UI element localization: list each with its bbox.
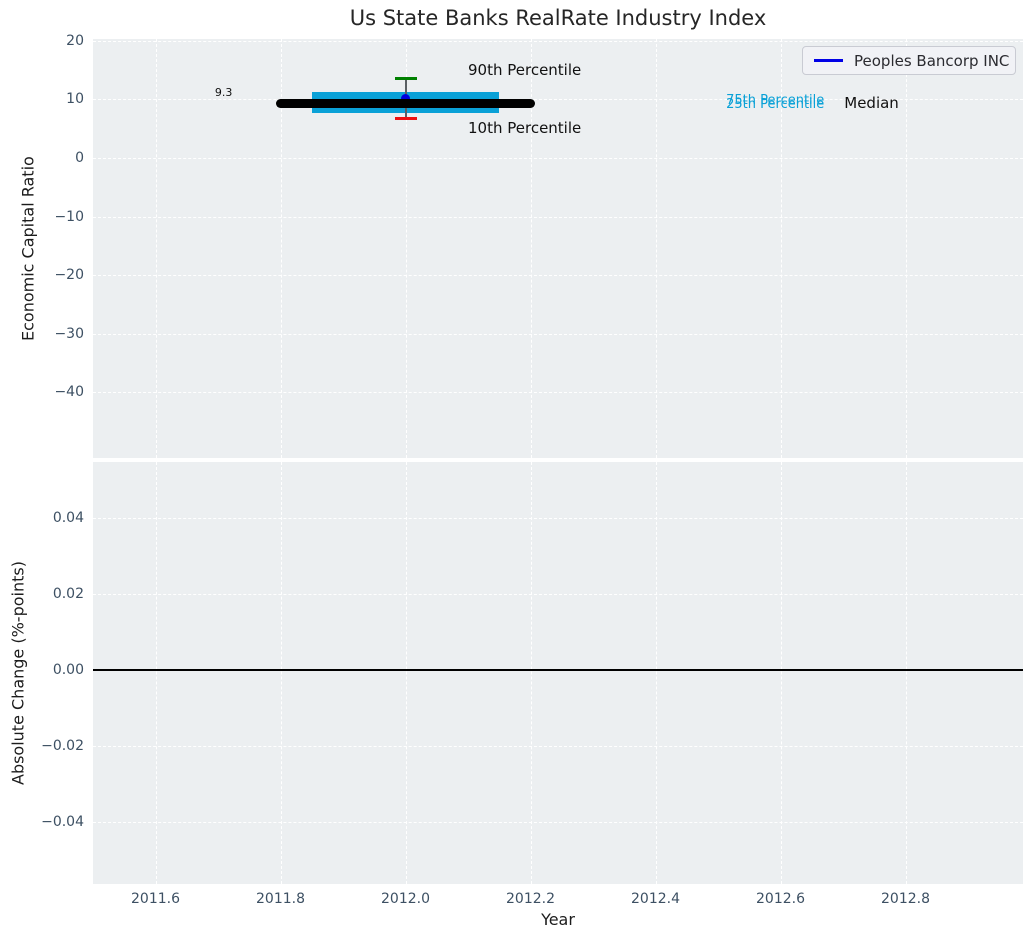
company-point: [401, 93, 410, 103]
zero-line: [93, 668, 1023, 671]
label-10th-percentile: 10th Percentile: [468, 119, 582, 138]
y-tick-label: 0.02: [52, 585, 84, 602]
label-25th-percentile: 25th Percentile: [726, 97, 825, 113]
legend-line-sample: [814, 59, 843, 62]
gridline-horizontal: [93, 99, 1023, 101]
y-tick-label: −0.02: [41, 737, 84, 754]
gridline-horizontal: [93, 517, 1023, 519]
gridline-vertical: [280, 39, 282, 458]
gridline-vertical: [530, 462, 532, 884]
x-tick-label: 2012.8: [881, 891, 930, 907]
gridline-vertical: [780, 462, 782, 884]
gridline-horizontal: [93, 216, 1023, 218]
gridline-vertical: [155, 39, 157, 458]
y-tick-label: −0.04: [41, 814, 84, 831]
gridline-horizontal: [93, 593, 1023, 595]
gridline-vertical: [405, 462, 407, 884]
x-tick-label: 2011.6: [131, 891, 180, 907]
legend: Peoples Bancorp INC: [802, 46, 1016, 75]
gridline-vertical: [655, 39, 657, 458]
y-tick-label: 0.00: [52, 661, 84, 678]
y-tick-label: −20: [54, 267, 84, 284]
gridline-horizontal: [93, 822, 1023, 824]
x-tick-label: 2012.2: [506, 891, 555, 907]
gridline-horizontal: [93, 392, 1023, 394]
x-tick-label: 2011.8: [256, 891, 305, 907]
x-tick-label: 2012.0: [381, 891, 430, 907]
legend-label: Peoples Bancorp INC: [854, 51, 1010, 70]
gridline-vertical: [280, 462, 282, 884]
y-tick-label: −30: [54, 325, 84, 342]
median-line: [276, 98, 535, 108]
gridline-horizontal: [93, 745, 1023, 747]
y-tick-label: 10: [66, 91, 84, 108]
label-75th-percentile: 75th Percentile: [726, 93, 825, 109]
y-tick-label: 0: [75, 149, 84, 166]
gridline-vertical: [655, 462, 657, 884]
x-axis-label: Year: [541, 910, 575, 929]
gridline-horizontal: [93, 275, 1023, 277]
y-tick-label: 20: [66, 32, 84, 49]
gridline-vertical: [405, 39, 407, 458]
x-tick-label: 2012.6: [756, 891, 805, 907]
median-value-label: 9.3: [214, 86, 233, 100]
y-tick-label: −40: [54, 384, 84, 401]
y-tick-label: −10: [54, 208, 84, 225]
x-tick-label: 2012.4: [631, 891, 680, 907]
gridline-vertical: [905, 39, 907, 458]
gridline-horizontal: [93, 157, 1023, 159]
gridline-vertical: [530, 39, 532, 458]
gridline-horizontal: [93, 40, 1023, 42]
gridline-vertical: [780, 39, 782, 458]
label-90th-percentile: 90th Percentile: [468, 61, 582, 80]
label-median: Median: [844, 94, 899, 113]
gridline-vertical: [905, 462, 907, 884]
gridline-vertical: [155, 462, 157, 884]
p10-cap: [394, 116, 417, 120]
gridline-horizontal: [93, 333, 1023, 335]
p90-cap: [394, 77, 417, 81]
chart-title: Us State Banks RealRate Industry Index: [349, 6, 767, 30]
bottom-plot-area: [93, 462, 1023, 884]
top-plot-area: [93, 39, 1023, 458]
y-tick-label: 0.04: [52, 509, 84, 526]
